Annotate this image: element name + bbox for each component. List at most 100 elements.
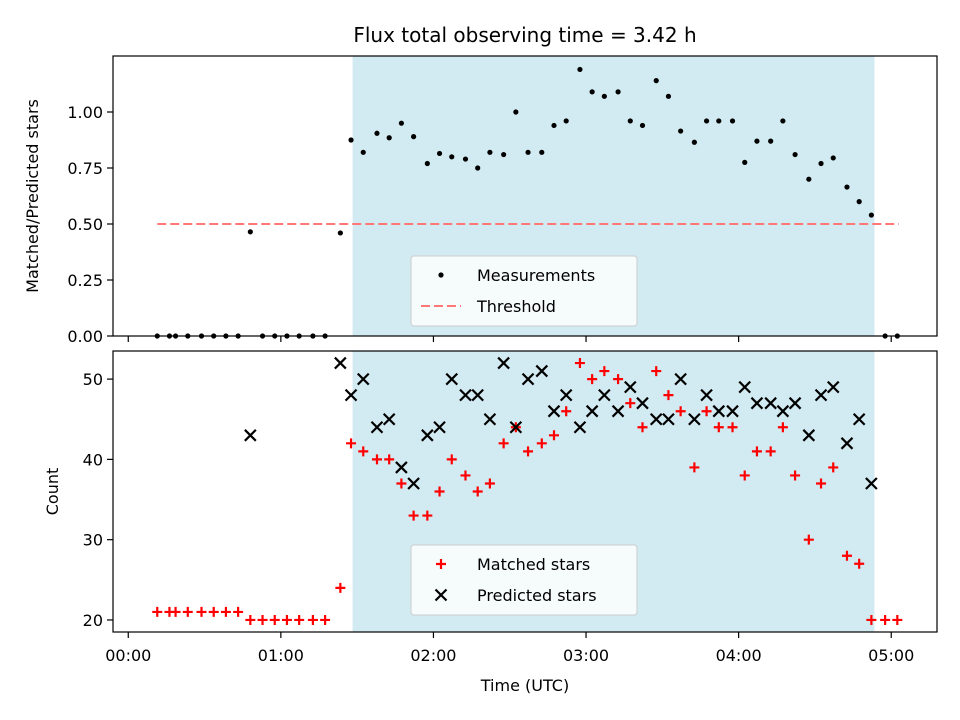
p2-series-1-point-11	[281, 614, 292, 625]
p1-series-1-point-54	[830, 155, 836, 161]
p2-series-1-point-46	[727, 422, 738, 433]
p2-series-1-point-44	[701, 406, 712, 417]
p2-series-1-point-6	[220, 606, 231, 617]
p1-y-tick-label-4: 1.00	[67, 103, 103, 122]
p2-series-1-point-45	[713, 422, 724, 433]
p1-series-1-point-57	[868, 212, 874, 218]
p2-series-1-point-36	[599, 366, 610, 377]
p2-y-tick-label-1: 30	[83, 531, 103, 550]
chart-title: Flux total observing time = 3.42 h	[353, 23, 696, 47]
p2-series-1-point-12	[294, 614, 305, 625]
p2-x-tick-label-3: 03:00	[563, 646, 609, 665]
p2-series-1-point-50	[777, 422, 788, 433]
p2-series-2-point-6	[395, 461, 408, 474]
p2-x-tick-label-4: 04:00	[716, 646, 762, 665]
p2-series-1-point-23	[434, 486, 445, 497]
p2-series-1-point-19	[384, 454, 395, 465]
top-panel: 0.00 0.25 0.50 0.75 1.00 Matched/Predicted st…	[23, 55, 938, 346]
p2-series-1-point-58	[880, 614, 891, 625]
p1-series-1-point-52	[806, 176, 812, 182]
p1-series-1-point-18	[374, 130, 380, 136]
p2-series-2-point-27	[662, 412, 675, 426]
p2-series-1-point-41	[663, 390, 674, 401]
p2-series-1-point-26	[472, 486, 483, 497]
p2-series-1-point-25	[460, 470, 471, 481]
p2-series-2-point-15	[509, 420, 523, 434]
p1-series-1-point-50	[780, 118, 786, 124]
p2-series-1-point-21	[408, 510, 419, 521]
p2-series-2-point-3	[356, 372, 370, 386]
p2-series-2-point-30	[700, 388, 713, 402]
p2-series-1-point-13	[307, 614, 318, 625]
p2-series-1-point-8	[245, 614, 256, 625]
p2-series-2-point-37	[788, 396, 802, 410]
p2-x-tick-label-5: 05:00	[868, 646, 914, 665]
p2-series-2-point-38	[802, 429, 816, 442]
p2-series-2-point-36	[776, 404, 790, 418]
p2-series-1-point-51	[790, 470, 801, 481]
p2-series-1-point-52	[803, 534, 814, 545]
p2-series-1-point-40	[651, 366, 662, 377]
p2-series-1-point-39	[637, 422, 648, 433]
p2-series-1-point-42	[675, 406, 686, 417]
p1-series-1-point-53	[818, 160, 824, 167]
p2-series-2-point-25	[636, 396, 649, 410]
p2-series-1-point-33	[561, 406, 572, 417]
p1-series-1-point-23	[436, 150, 443, 157]
p1-series-1-point-27	[487, 149, 493, 155]
p2-series-1-point-31	[536, 438, 547, 449]
p2-series-2-point-2	[344, 388, 358, 402]
p2-series-1-point-7	[233, 606, 244, 617]
p1-series-1-point-46	[729, 118, 736, 124]
p1-series-1-point-56	[856, 199, 862, 205]
p2-series-1-point-14	[320, 614, 331, 625]
p2-series-2-point-1	[334, 356, 347, 370]
p2-series-1-point-2	[170, 606, 181, 617]
p2-series-1-point-48	[751, 446, 762, 457]
p1-series-1-point-48	[754, 138, 760, 144]
p2-y-axis-label: Count	[43, 468, 62, 516]
p2-series-2-point-29	[688, 412, 701, 426]
p1-series-1-point-26	[475, 165, 481, 171]
p2-x-tick-label-1: 01:00	[258, 646, 304, 665]
p2-series-2-point-8	[421, 429, 434, 442]
p1-series-1-point-24	[449, 154, 455, 160]
p2-y-tick-label-3: 50	[83, 370, 103, 389]
p1-series-1-point-42	[678, 128, 684, 134]
p2-series-2-point-14	[497, 356, 510, 370]
p2-series-2-point-18	[547, 404, 561, 418]
p1-legend-marker-0	[438, 272, 444, 278]
p1-series-1-point-19	[386, 135, 392, 141]
p2-series-1-point-27	[484, 478, 495, 489]
p2-series-1-point-22	[422, 510, 433, 521]
p2-series-2-point-13	[483, 412, 497, 426]
p1-series-1-point-33	[563, 118, 569, 124]
p1-series-1-point-22	[424, 160, 430, 167]
p1-series-1-point-25	[462, 156, 469, 162]
p1-series-1-point-34	[577, 66, 583, 73]
p1-axes-frame	[112, 55, 938, 337]
p2-series-2-point-4	[370, 420, 384, 434]
p1-series-1-point-51	[792, 151, 798, 158]
p2-series-1-point-28	[498, 438, 509, 449]
p2-y-tick-label-2: 40	[83, 450, 103, 469]
p2-series-1-point-4	[196, 606, 207, 617]
p1-series-1-point-49	[768, 138, 774, 144]
p1-series-1-point-30	[525, 149, 531, 155]
p2-series-2-point-32	[726, 404, 739, 418]
p2-series-1-point-43	[689, 462, 700, 473]
p1-legend-label-0: Measurements	[477, 266, 595, 285]
p2-series-1-point-32	[548, 430, 559, 441]
p2-series-2-point-22	[598, 388, 611, 402]
p2-series-1-point-59	[892, 614, 903, 625]
p2-series-2-point-0	[244, 429, 257, 442]
p2-series-2-point-17	[535, 364, 549, 378]
p2-axes-frame	[112, 350, 938, 633]
p2-x-tick-label-2: 02:00	[410, 646, 456, 665]
p1-series-1-point-40	[653, 78, 659, 84]
p1-legend-label-1: Threshold	[476, 297, 556, 316]
p1-series-1-point-28	[501, 151, 507, 158]
p2-series-2-point-28	[674, 372, 687, 386]
p1-series-1-point-37	[615, 89, 621, 95]
p1-series-1-point-8	[247, 229, 253, 235]
